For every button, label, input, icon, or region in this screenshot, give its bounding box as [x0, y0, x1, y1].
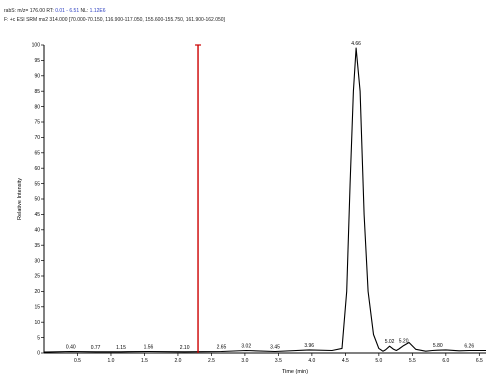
scan-header-line-2: F: +c ESI SRM ms2 314.000 [70.000-70.150…	[4, 17, 225, 23]
x-tick-label: 4.0	[308, 358, 315, 364]
y-tick-label: 10	[34, 320, 40, 326]
nl-prefix-text: NL:	[80, 8, 89, 14]
scan-filter-text: rabS: m/z= 176.00 RT:	[4, 8, 54, 14]
peak-label: 3.02	[241, 344, 251, 350]
y-tick-label: 20	[34, 289, 40, 295]
peak-label: 1.56	[144, 344, 154, 350]
peak-label: 6.26	[464, 344, 474, 350]
y-tick-label: 100	[32, 43, 41, 49]
peak-label: 5.02	[385, 339, 395, 345]
y-tick-label: 90	[34, 74, 40, 80]
y-tick-label: 45	[34, 212, 40, 218]
peak-label: 2.10	[180, 345, 190, 351]
x-tick-label: 3.0	[241, 358, 248, 364]
peak-label: 4.66	[351, 41, 361, 47]
x-tick-label: 4.5	[342, 358, 349, 364]
rt-range-text[interactable]: 0.01 - 6.51	[55, 8, 80, 14]
peak-label: 0.40	[66, 344, 76, 350]
y-tick-label: 55	[34, 181, 40, 187]
peak-label: 3.96	[304, 343, 314, 349]
y-tick-label: 0	[37, 351, 40, 357]
x-tick-label: 5.5	[409, 358, 416, 364]
peak-label: 0.77	[91, 345, 101, 351]
y-tick-label: 40	[34, 228, 40, 234]
chromatogram-trace	[43, 47, 486, 353]
y-tick-label: 30	[34, 258, 40, 264]
peak-label: 1.15	[116, 345, 126, 351]
y-axis-label: Relative Intensity	[17, 178, 23, 220]
y-tick-label: 5	[37, 335, 40, 341]
scan-header-line-1: rabS: m/z= 176.00 RT: 0.01 - 6.51 NL: 1.…	[4, 8, 106, 14]
peak-label: 2.65	[217, 344, 227, 350]
nl-value-text[interactable]: 1.12E6	[89, 8, 106, 14]
x-tick-label: 1.0	[107, 358, 114, 364]
peak-label: 3.45	[270, 344, 280, 350]
x-tick-label: 6.5	[476, 358, 483, 364]
y-tick-label: 95	[34, 58, 40, 64]
peak-label: 5.20	[399, 339, 409, 345]
y-tick-label: 35	[34, 243, 40, 249]
x-tick-label: 0.5	[74, 358, 81, 364]
x-tick-label: 3.5	[275, 358, 282, 364]
peak-label: 5.80	[433, 343, 443, 349]
y-tick-label: 25	[34, 274, 40, 280]
y-tick-label: 80	[34, 104, 40, 110]
x-tick-label: 6.0	[442, 358, 449, 364]
y-tick-label: 15	[34, 305, 40, 311]
x-tick-label: 5.0	[375, 358, 382, 364]
y-tick-label: 60	[34, 166, 40, 172]
scan-description-text: F: +c ESI SRM ms2 314.000 [70.000-70.150…	[4, 17, 225, 23]
y-tick-label: 85	[34, 89, 40, 95]
x-tick-label: 2.0	[174, 358, 181, 364]
x-tick-label: 2.5	[208, 358, 215, 364]
x-axis-label: Time (min)	[282, 369, 308, 374]
y-tick-label: 70	[34, 135, 40, 141]
y-tick-label: 50	[34, 197, 40, 203]
x-tick-label: 1.5	[141, 358, 148, 364]
y-tick-label: 75	[34, 120, 40, 126]
y-tick-label: 65	[34, 151, 40, 157]
